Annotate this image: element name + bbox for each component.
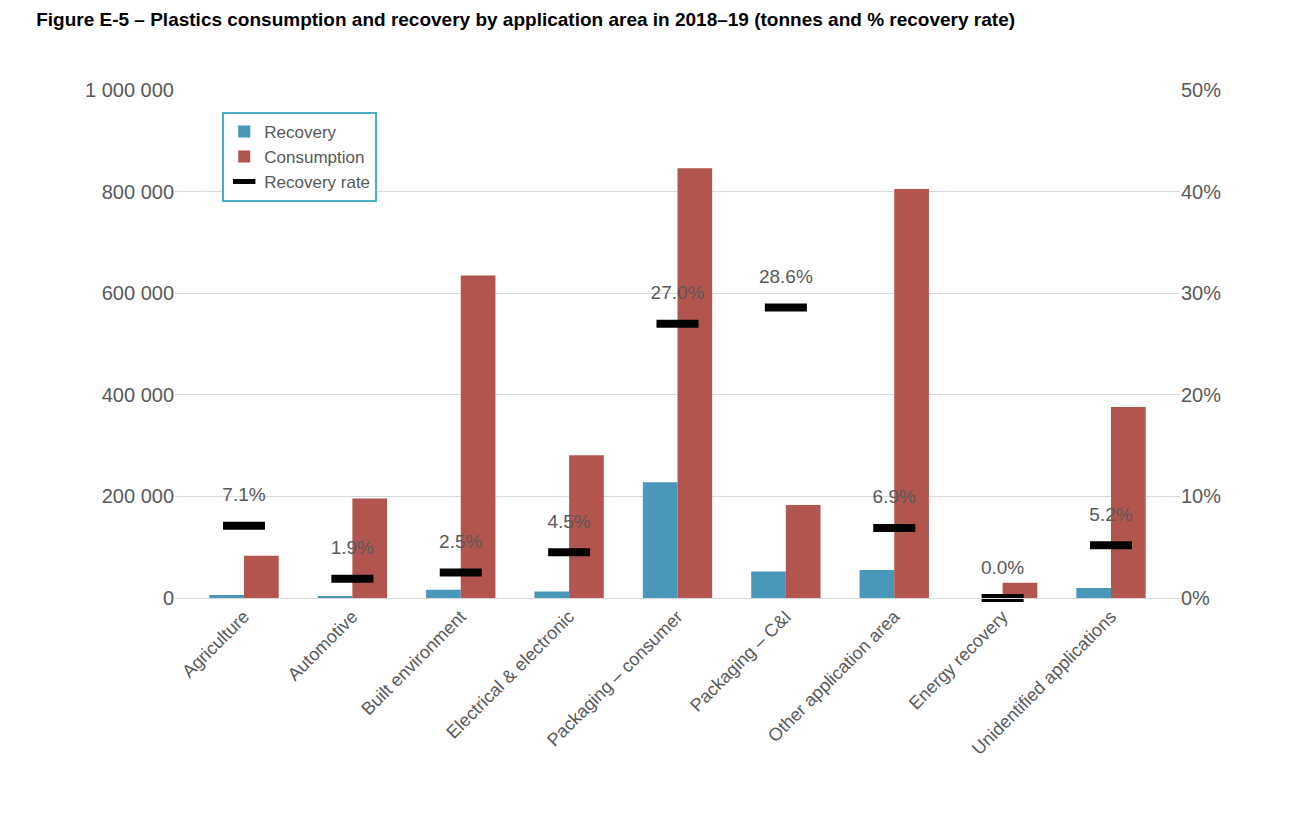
svg-text:27.0%: 27.0%	[651, 282, 705, 303]
svg-text:7.1%: 7.1%	[222, 484, 265, 505]
svg-text:Recovery: Recovery	[264, 123, 336, 142]
svg-text:Packaging – consumer: Packaging – consumer	[543, 607, 687, 751]
svg-text:0.0%: 0.0%	[981, 557, 1024, 578]
svg-text:Figure E-5 – Plastics consumpt: Figure E-5 – Plastics consumption and re…	[36, 9, 1015, 30]
svg-text:Electrical & electronic: Electrical & electronic	[442, 607, 578, 743]
svg-text:2.5%: 2.5%	[439, 531, 482, 552]
svg-text:Built environment: Built environment	[357, 607, 469, 719]
svg-text:0%: 0%	[1181, 587, 1210, 609]
svg-text:Other application area: Other application area	[764, 606, 904, 746]
svg-text:400 000: 400 000	[102, 384, 174, 406]
svg-text:Unidentified applications: Unidentified applications	[968, 607, 1120, 759]
svg-text:Energy recovery: Energy recovery	[905, 607, 1012, 714]
svg-text:200 000: 200 000	[102, 485, 174, 507]
svg-text:10%: 10%	[1181, 485, 1221, 507]
svg-text:Consumption: Consumption	[264, 148, 364, 167]
svg-text:5.2%: 5.2%	[1089, 504, 1132, 525]
svg-text:0: 0	[163, 587, 174, 609]
svg-text:50%: 50%	[1181, 79, 1221, 101]
svg-text:Agriculture: Agriculture	[178, 607, 253, 682]
svg-text:6.9%: 6.9%	[873, 486, 916, 507]
svg-text:30%: 30%	[1181, 282, 1221, 304]
svg-text:40%: 40%	[1181, 181, 1221, 203]
svg-text:20%: 20%	[1181, 384, 1221, 406]
svg-text:28.6%: 28.6%	[759, 266, 813, 287]
svg-text:800 000: 800 000	[102, 181, 174, 203]
svg-text:Recovery rate: Recovery rate	[264, 173, 370, 192]
svg-text:Automotive: Automotive	[284, 607, 362, 685]
svg-text:Packaging – C&I: Packaging – C&I	[686, 607, 795, 716]
svg-text:1 000 000: 1 000 000	[85, 79, 174, 101]
svg-text:600 000: 600 000	[102, 282, 174, 304]
svg-text:4.5%: 4.5%	[547, 511, 590, 532]
svg-text:1.9%: 1.9%	[331, 537, 374, 558]
